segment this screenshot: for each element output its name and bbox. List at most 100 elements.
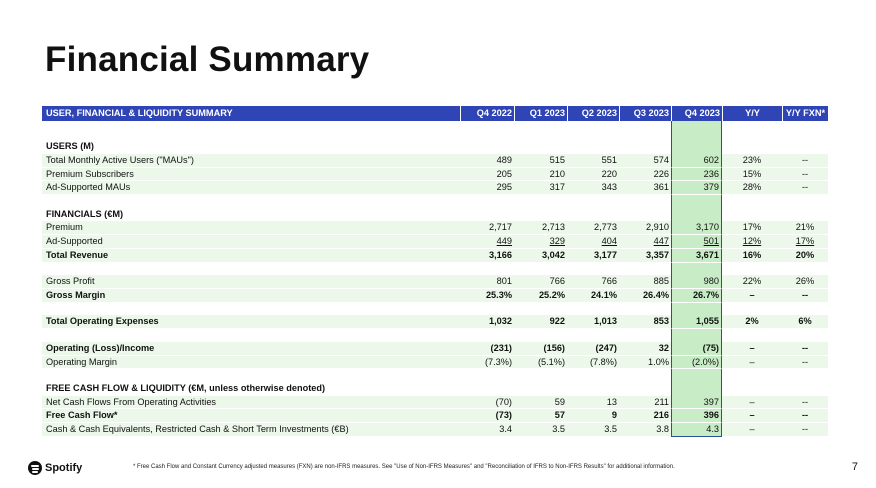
empty-cell	[671, 369, 722, 382]
cell-value: 3,170	[671, 221, 722, 236]
empty-cell	[671, 140, 722, 154]
cell-value: 216	[619, 409, 671, 424]
table-row: Operating (Loss)/Income (231) (156) (247) 32…	[42, 341, 828, 356]
cell-text: 226	[653, 168, 669, 179]
cell-text: 4.3	[706, 424, 719, 435]
cell-value: 59	[514, 395, 567, 410]
cell-value: --	[782, 341, 828, 356]
spotify-icon	[28, 461, 42, 475]
row-label: Premium Subscribers	[42, 167, 460, 182]
cell-text: 9	[611, 410, 617, 421]
cell-text: 3.5	[552, 424, 565, 435]
empty-cell	[671, 195, 722, 208]
cell-text: 13	[606, 396, 617, 407]
column-header: USER, FINANCIAL & LIQUIDITY SUMMARY	[46, 108, 233, 118]
empty-cell	[460, 263, 514, 276]
table-row: Ad-Supported MAUs 295 317 343 361 379 28% --	[42, 181, 828, 196]
empty-cell	[567, 303, 619, 316]
cell-value: --	[782, 395, 828, 410]
empty-cell	[782, 382, 828, 396]
cell-text: 404	[601, 236, 617, 247]
cell-value: 2,773	[567, 221, 619, 236]
table-row: Gross Profit 801 766 766 885 980 22% 26%	[42, 275, 828, 290]
cell-value: 3,166	[460, 249, 514, 263]
cell-text: 379	[703, 182, 719, 193]
cell-text: 361	[653, 182, 669, 193]
empty-cell	[782, 303, 828, 316]
cell-text: 853	[653, 316, 669, 327]
cell-value: 379	[671, 181, 722, 196]
cell-value: 226	[619, 167, 671, 182]
cell-text: (75)	[702, 342, 719, 353]
empty-cell	[722, 303, 782, 316]
cell-text: 17%	[795, 236, 815, 247]
cell-text: 501	[703, 236, 719, 247]
cell-value: 28%	[722, 181, 782, 196]
cell-text: --	[801, 182, 809, 193]
empty-cell	[671, 381, 722, 396]
cell-value: 15%	[722, 167, 782, 182]
empty-cell	[671, 329, 722, 342]
table-row: Premium 2,717 2,713 2,773 2,910 3,170 17% 21%	[42, 221, 828, 236]
cell-value: 766	[514, 275, 567, 290]
cell-value: 404	[567, 235, 619, 250]
empty-cell	[567, 208, 619, 222]
table-row: Premium Subscribers 205 210 220 226 236 15% --	[42, 167, 828, 182]
cell-text: –	[749, 410, 755, 421]
table-row: Cash & Cash Equivalents, Restricted Cash…	[42, 423, 828, 438]
spacer-row	[42, 195, 828, 208]
empty-cell	[514, 329, 567, 342]
column-header: Q1 2023	[514, 106, 567, 121]
cell-value: 20%	[782, 249, 828, 263]
empty-cell	[722, 208, 782, 222]
cell-value: 3,357	[619, 249, 671, 263]
cell-value: 2,910	[619, 221, 671, 236]
cell-text: 2,910	[646, 222, 669, 233]
cell-value: 295	[460, 181, 514, 196]
section-header-row: FREE CASH FLOW & LIQUIDITY (€M, unless o…	[42, 381, 828, 396]
cell-text: 3,357	[646, 250, 669, 261]
cell-value: (75)	[671, 341, 722, 356]
cell-value: 515	[514, 153, 567, 168]
table-row: Free Cash Flow* (73) 57 9 216 396 – --	[42, 409, 828, 424]
cell-value: 32	[619, 341, 671, 356]
cell-text: 26.7%	[692, 290, 719, 301]
spacer-row	[42, 302, 828, 316]
empty-cell	[567, 329, 619, 342]
cell-text: 1,032	[489, 316, 512, 327]
empty-cell	[514, 369, 567, 382]
row-label: Net Cash Flows From Operating Activities	[42, 395, 460, 410]
row-label: Total Operating Expenses	[42, 315, 460, 330]
cell-text: 447	[653, 236, 669, 247]
cell-value: 22%	[722, 275, 782, 290]
cell-text: --	[801, 410, 809, 421]
cell-text: 17%	[742, 222, 762, 233]
row-label: Ad-Supported	[42, 235, 460, 250]
cell-text: 211	[654, 396, 669, 407]
cell-value: 2,713	[514, 221, 567, 236]
cell-text: (231)	[490, 342, 512, 353]
cell-value: –	[722, 423, 782, 438]
cell-text: 220	[601, 168, 617, 179]
cell-value: --	[782, 423, 828, 438]
cell-text: --	[801, 424, 809, 435]
cell-text: (5.1%)	[537, 356, 565, 367]
table-row: Ad-Supported 449 329 404 447 501 12% 17%	[42, 235, 828, 250]
cell-text: 2,773	[594, 222, 617, 233]
empty-cell	[619, 208, 671, 222]
empty-cell	[460, 195, 514, 208]
cell-text: 295	[496, 182, 512, 193]
cell-text: 317	[549, 182, 565, 193]
empty-cell	[514, 382, 567, 396]
cell-text: (7.3%)	[484, 356, 512, 367]
cell-value: 4.3	[671, 423, 722, 438]
cell-value: (5.1%)	[514, 355, 567, 370]
empty-cell	[722, 195, 782, 208]
row-label	[42, 121, 460, 140]
spacer-row	[42, 369, 828, 382]
cell-value: 24.1%	[567, 289, 619, 303]
section-label: FINANCIALS (€M)	[46, 208, 124, 219]
cell-text: 1,055	[696, 316, 719, 327]
spacer-row	[42, 121, 828, 140]
spacer-row	[42, 262, 828, 276]
